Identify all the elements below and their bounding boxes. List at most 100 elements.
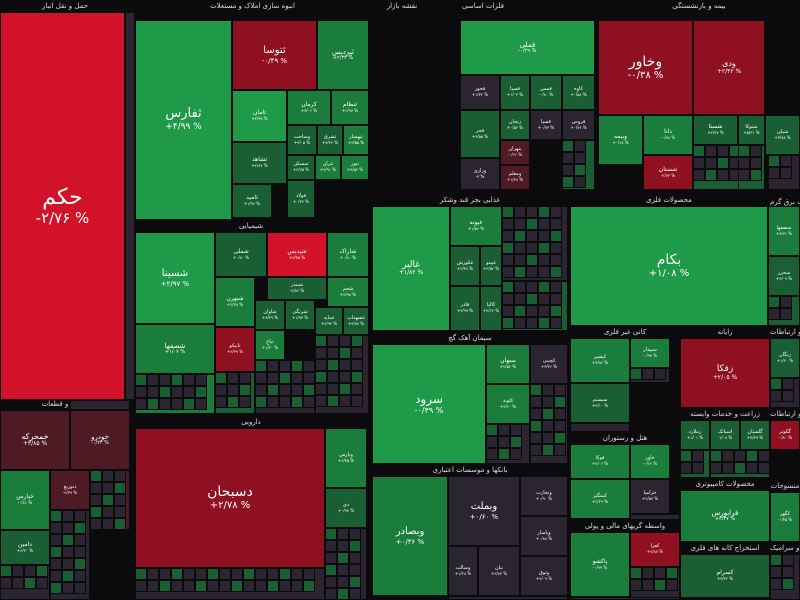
minor-stock-cell[interactable] (526, 254, 538, 266)
stock-tile[interactable]: ثنور +۴/۵۲ % (341, 155, 369, 180)
minor-stock-cell[interactable] (279, 568, 291, 580)
minor-stock-cell[interactable] (90, 506, 102, 518)
minor-stock-cell[interactable] (337, 552, 349, 564)
minor-stock-cell[interactable] (510, 436, 522, 448)
minor-stock-cell[interactable] (195, 398, 207, 410)
minor-stock-cell[interactable] (693, 157, 705, 169)
minor-stock-cell[interactable] (74, 534, 86, 546)
minor-stock-cell[interactable] (327, 347, 339, 359)
minor-stock-cell[interactable] (50, 546, 62, 558)
stock-tile[interactable]: کرمان +۳/۰۶ % (287, 90, 331, 125)
minor-stock-cell[interactable] (279, 396, 291, 408)
minor-stock-cell[interactable] (12, 577, 24, 589)
minor-stock-cell[interactable] (255, 580, 267, 592)
minor-stock-cell[interactable] (183, 568, 195, 580)
minor-stock-cell[interactable] (554, 432, 566, 444)
stock-tile[interactable]: بکام +۱/۰۸ % (570, 206, 768, 326)
stock-tile[interactable]: شپلی +۳/۹۸ % (765, 115, 800, 155)
stock-tile[interactable]: سیستم +۲/۱۰ % (570, 383, 630, 423)
minor-stock-cell[interactable] (171, 580, 183, 592)
minor-stock-cell[interactable] (570, 423, 630, 432)
minor-stock-cell[interactable] (550, 281, 562, 293)
stock-tile[interactable]: فملی -۰/۲۹ % (460, 20, 595, 75)
minor-stock-cell[interactable] (717, 145, 729, 157)
minor-stock-cell[interactable] (693, 169, 705, 181)
minor-stock-cell[interactable] (243, 580, 255, 592)
minor-stock-cell[interactable] (705, 169, 717, 181)
minor-stock-cell[interactable] (666, 579, 678, 591)
minor-stock-cell[interactable] (74, 558, 86, 570)
minor-stock-cell[interactable] (255, 396, 267, 408)
minor-stock-cell[interactable] (498, 436, 510, 448)
minor-stock-cell[interactable] (36, 577, 48, 589)
minor-stock-cell[interactable] (768, 296, 780, 308)
minor-stock-cell[interactable] (538, 305, 550, 317)
minor-stock-cell[interactable] (530, 432, 542, 444)
minor-stock-cell[interactable] (325, 528, 337, 540)
minor-stock-cell[interactable] (195, 374, 207, 386)
minor-stock-cell[interactable] (693, 145, 705, 157)
stock-tile[interactable]: حکم -۲/۷۶ % (0, 12, 125, 400)
minor-stock-cell[interactable] (102, 518, 114, 530)
stock-tile[interactable]: کلوند +۲/۶۰ % (486, 384, 530, 424)
minor-stock-cell[interactable] (135, 386, 147, 398)
minor-stock-cell[interactable] (227, 372, 239, 384)
minor-stock-cell[interactable] (542, 420, 554, 432)
minor-stock-cell[interactable] (770, 378, 782, 390)
minor-stock-cell[interactable] (550, 293, 562, 305)
minor-stock-cell[interactable] (526, 206, 538, 218)
stock-tile[interactable]: وثوق +۲/۰۹ % (520, 556, 568, 596)
minor-stock-cell[interactable] (337, 588, 349, 600)
stock-tile[interactable]: ثشرق +۳/۲۴ % (317, 125, 343, 155)
minor-stock-cell[interactable] (780, 155, 792, 167)
minor-stock-cell[interactable] (255, 384, 267, 396)
minor-stock-cell[interactable] (514, 281, 526, 293)
stock-tile[interactable]: کچینی +۳/۳۶ % (530, 344, 568, 384)
minor-stock-cell[interactable] (680, 450, 692, 462)
minor-stock-cell[interactable] (514, 254, 526, 266)
minor-stock-cell[interactable] (70, 400, 130, 410)
minor-stock-cell[interactable] (746, 462, 758, 474)
minor-stock-cell[interactable] (554, 420, 566, 432)
minor-stock-cell[interactable] (782, 554, 794, 566)
stock-tile[interactable]: سصفها +۴/۷۱ % (768, 206, 800, 256)
minor-stock-cell[interactable] (171, 398, 183, 410)
minor-stock-cell[interactable] (738, 157, 750, 169)
stock-tile[interactable]: ثمسکن +۲/۷۵ % (287, 155, 315, 180)
minor-stock-cell[interactable] (74, 510, 86, 522)
stock-tile[interactable]: خودرو -۰/۲۲ % (70, 410, 130, 470)
minor-stock-cell[interactable] (654, 567, 666, 579)
minor-stock-cell[interactable] (0, 565, 12, 577)
stock-tile[interactable]: فولاد +۰/۴۴ % (287, 180, 315, 218)
minor-stock-cell[interactable] (351, 359, 363, 371)
minor-stock-cell[interactable] (315, 347, 327, 359)
stock-tile[interactable]: شاراک +۰/۸۰ % (327, 232, 369, 277)
minor-stock-cell[interactable] (554, 396, 566, 408)
minor-stock-cell[interactable] (782, 578, 794, 590)
minor-stock-cell[interactable] (102, 482, 114, 494)
minor-stock-cell[interactable] (267, 396, 279, 408)
stock-tile[interactable]: کاوه +۰/۵۸ % (562, 75, 595, 110)
minor-stock-cell[interactable] (514, 305, 526, 317)
minor-stock-cell[interactable] (183, 398, 195, 410)
minor-stock-cell[interactable] (291, 384, 303, 396)
minor-stock-cell[interactable] (50, 582, 62, 594)
stock-tile[interactable]: شاوان +۳/۳۹ % (255, 300, 285, 330)
stock-tile[interactable]: ودی +۲/۴۲ % (693, 20, 765, 115)
minor-stock-cell[interactable] (74, 570, 86, 582)
stock-tile[interactable]: ثامید +۱/۹۶ % (232, 184, 272, 218)
minor-stock-cell[interactable] (351, 335, 363, 347)
stock-tile[interactable]: شرنگی +۱/۹۳ % (285, 300, 315, 330)
minor-stock-cell[interactable] (538, 206, 550, 218)
minor-stock-cell[interactable] (514, 317, 526, 329)
minor-stock-cell[interactable] (770, 390, 782, 402)
minor-stock-cell[interactable] (325, 576, 337, 588)
minor-stock-cell[interactable] (219, 568, 231, 580)
minor-stock-cell[interactable] (303, 396, 315, 408)
minor-stock-cell[interactable] (114, 470, 126, 482)
minor-stock-cell[interactable] (74, 522, 86, 534)
minor-stock-cell[interactable] (630, 567, 642, 579)
minor-stock-cell[interactable] (195, 568, 207, 580)
stock-tile[interactable]: کسرام +۳/۳۲ % (680, 554, 770, 598)
stock-tile[interactable]: فروس +۰/۷۴ % (562, 110, 595, 140)
